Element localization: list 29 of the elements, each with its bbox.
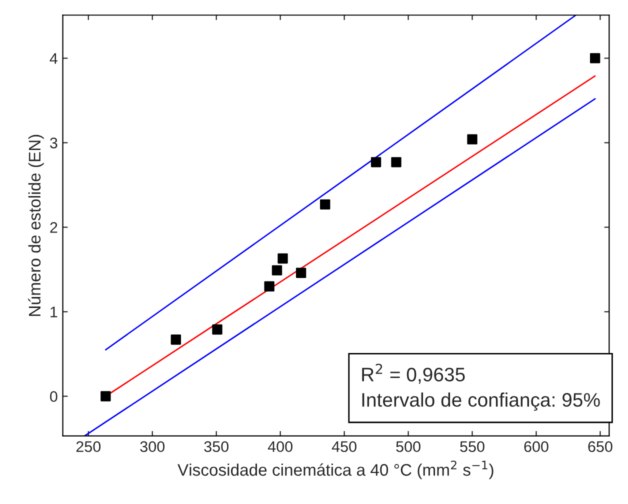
point	[100, 391, 111, 402]
x-tick-label: 300	[140, 441, 165, 452]
annotation: R$^{2}$ = 0,9635 Intervalo de confiança: 95%	[362, 364, 600, 411]
y-axis-title: Número de estolide (EN)	[28, 134, 44, 316]
point	[391, 157, 402, 168]
point	[278, 253, 288, 264]
point	[370, 157, 382, 168]
x-tick-label: 400	[268, 441, 292, 452]
x-tick-label: 650	[588, 441, 612, 452]
y-tick-label: 1	[50, 306, 58, 318]
y-tick-label: 2	[50, 222, 58, 233]
x-tick-label: 500	[396, 441, 420, 452]
x-tick-label: 450	[332, 441, 356, 452]
y-tick-label: 3	[50, 138, 58, 148]
point	[272, 265, 282, 276]
x-tick-label: 550	[460, 441, 484, 452]
x-axis-title: Viscosidade cinemática a 40 °C (mm$^{2}$ s$^{−1}$)	[178, 460, 494, 480]
y-tick-label: 4	[50, 53, 58, 64]
point	[296, 268, 306, 278]
y-tick-label: 0	[50, 391, 58, 402]
point	[264, 281, 274, 292]
x-tick-label: 350	[204, 441, 228, 452]
point	[212, 324, 222, 335]
x-tick-label: 600	[524, 441, 548, 452]
x-tick-label: 250	[76, 441, 101, 452]
point	[590, 53, 600, 64]
point	[170, 334, 181, 345]
point	[320, 199, 330, 210]
point	[467, 134, 478, 144]
